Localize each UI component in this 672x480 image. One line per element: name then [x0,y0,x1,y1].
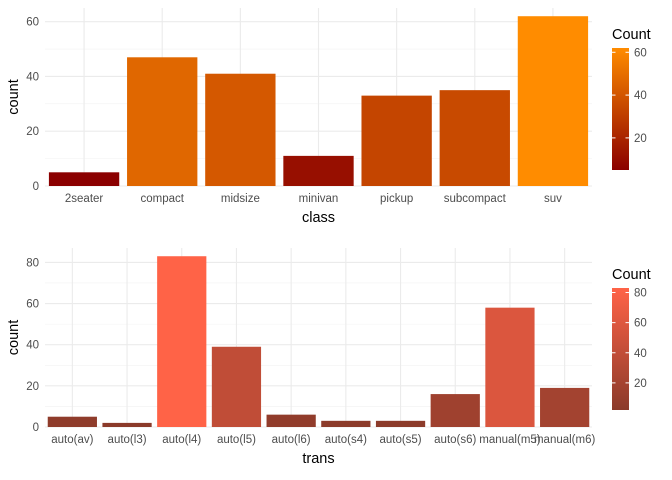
legend-tick-label: 40 [634,90,647,102]
x-tick-label-manual-m6: manual(m6) [534,434,596,446]
x-tick-label-2seater: 2seater [65,193,104,205]
y-tick-label: 80 [26,257,39,269]
x-tick-label-auto-l6: auto(l6) [272,434,311,446]
x-tick-label-midsize: midsize [221,193,260,205]
x-tick-label-auto-l5: auto(l5) [217,434,256,446]
legend-tick-label: 60 [634,47,647,59]
bar-auto-s6 [430,394,480,427]
bar-auto-l6 [266,414,316,427]
chart-2: 0 20 40 60 80 auto(av) auto(l3) auto(l4) auto(l5… [6,248,651,467]
bar-subcompact [439,90,510,186]
legend-colorbar [612,48,629,170]
legend-title: Count [612,27,651,43]
x-tick-label-auto-s4: auto(s4) [325,434,367,446]
bar-2seater [48,172,120,186]
x-tick-label-auto-av: auto(av) [51,434,93,446]
bar-manual-m5 [485,307,535,427]
y-tick-label: 0 [33,422,39,434]
y-tick-label: 60 [26,299,39,311]
x-tick-label-auto-l4: auto(l4) [162,434,201,446]
bar-auto-s5 [375,420,426,427]
x-tick-label-pickup: pickup [380,193,413,205]
legend-tick-label: 80 [634,288,647,300]
legend-tick-label: 20 [634,133,647,145]
legend-tick-label: 40 [634,348,647,360]
x-tick-label-manual-m5: manual(m5) [479,434,541,446]
bar-auto-l5 [211,346,262,427]
x-tick-label-minivan: minivan [299,193,339,205]
y-tick-label: 20 [26,126,39,138]
bar-manual-m6 [540,387,590,427]
legend-tick-label: 20 [634,378,647,390]
x-tick-label-auto-l3: auto(l3) [108,434,147,446]
y-tick-label: 0 [33,181,39,193]
legend: Count 20 40 60 80 [612,267,651,410]
x-tick-label-compact: compact [140,193,184,205]
bar-auto-av [47,416,97,427]
x-tick-label-subcompact: subcompact [444,193,507,205]
bar-pickup [361,95,432,186]
bars [47,256,590,427]
bar-suv [517,16,589,186]
bar-compact [127,57,198,186]
y-tick-label: 60 [26,17,39,29]
x-axis-title: trans [302,451,334,467]
legend-tick-label: 60 [634,318,647,330]
bar-minivan [283,155,354,186]
legend-title: Count [612,267,651,283]
bar-auto-s4 [321,420,371,427]
y-tick-label: 20 [26,381,39,393]
x-tick-label-suv: suv [544,193,562,205]
y-tick-label: 40 [26,340,39,352]
y-axis-title: count [6,79,22,114]
x-tick-label-auto-s6: auto(s6) [434,434,476,446]
legend-colorbar [612,288,629,410]
chart-1: 0 20 40 60 2seater compact midsize minivan picku… [6,8,651,226]
y-axis-title: count [6,320,22,355]
x-axis-title: class [302,210,335,226]
x-tick-label-auto-s5: auto(s5) [379,434,421,446]
legend: Count 20 40 60 [612,27,651,170]
bars [48,16,589,186]
bar-auto-l4 [157,256,207,427]
bar-auto-l3 [102,422,152,427]
bar-midsize [205,73,276,186]
y-tick-label: 40 [26,71,39,83]
